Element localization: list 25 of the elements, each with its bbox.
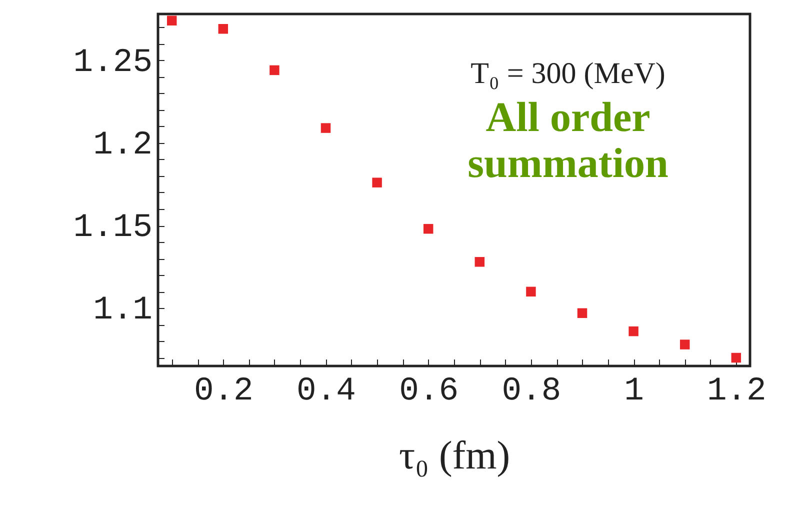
x-tick-label: 0.2 xyxy=(194,372,254,410)
x-axis-title: τ₀ (fm) xyxy=(398,432,510,478)
y-tick-label: 1.2 xyxy=(93,126,152,164)
point xyxy=(218,24,228,34)
y-tick-label: 1.25 xyxy=(73,44,152,81)
annotation: T₀ = 300 (MeV) xyxy=(470,57,666,90)
x-tick-label: 1 xyxy=(624,372,644,410)
point xyxy=(270,65,280,76)
y-tick-label: 1.1 xyxy=(93,292,152,329)
point xyxy=(526,286,536,297)
point xyxy=(680,340,690,350)
point xyxy=(731,352,742,363)
point xyxy=(628,326,638,336)
x-tick-label: 0.8 xyxy=(502,372,562,410)
point xyxy=(474,257,485,267)
point xyxy=(372,178,382,188)
point xyxy=(166,16,177,26)
x-tick-label: 1.2 xyxy=(706,372,766,410)
x-tick-label: 0.4 xyxy=(296,372,356,410)
point xyxy=(320,123,331,133)
point xyxy=(423,224,434,234)
annotation: All order summation xyxy=(468,95,668,187)
y-tick-label: 1.15 xyxy=(73,209,152,246)
x-tick-label: 0.6 xyxy=(399,372,459,410)
point xyxy=(577,308,588,318)
